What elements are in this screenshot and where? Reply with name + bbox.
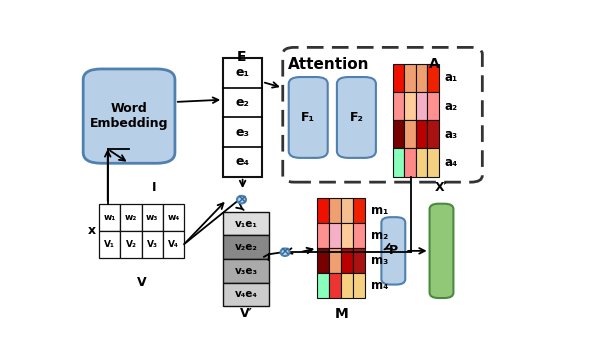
Text: w₄: w₄: [168, 213, 179, 222]
Bar: [223, 235, 269, 259]
Bar: [317, 198, 329, 223]
Bar: [163, 231, 184, 258]
Bar: [141, 231, 163, 258]
Text: M: M: [334, 307, 348, 321]
Text: m₃: m₃: [371, 254, 388, 267]
Bar: [223, 282, 269, 306]
Text: w₃: w₃: [146, 213, 159, 222]
Text: ×: ×: [280, 246, 290, 259]
Text: V₁: V₁: [104, 240, 115, 248]
Text: e₄: e₄: [236, 155, 250, 168]
Bar: [427, 148, 439, 177]
Text: I: I: [152, 181, 156, 194]
Bar: [393, 92, 404, 120]
Text: m₂: m₂: [371, 229, 388, 242]
Text: m₁: m₁: [371, 204, 388, 217]
Text: ×: ×: [236, 193, 247, 206]
Bar: [416, 92, 427, 120]
Bar: [163, 204, 184, 231]
Bar: [341, 198, 353, 223]
Bar: [404, 120, 416, 148]
Ellipse shape: [281, 248, 289, 256]
Text: w₁: w₁: [104, 213, 116, 222]
Bar: [404, 148, 416, 177]
Text: a₂: a₂: [444, 99, 458, 112]
FancyBboxPatch shape: [289, 77, 328, 158]
Bar: [341, 248, 353, 273]
Bar: [427, 120, 439, 148]
Bar: [329, 198, 341, 223]
FancyBboxPatch shape: [430, 204, 453, 298]
Text: F₁: F₁: [301, 111, 315, 124]
Text: P: P: [389, 244, 398, 257]
Bar: [341, 273, 353, 298]
Text: Word
Embedding: Word Embedding: [90, 102, 168, 130]
Text: V₂: V₂: [126, 240, 137, 248]
Bar: [329, 223, 341, 248]
Bar: [416, 64, 427, 92]
Bar: [120, 231, 141, 258]
Bar: [317, 273, 329, 298]
Bar: [427, 64, 439, 92]
Text: V₃: V₃: [147, 240, 158, 248]
Text: a₃: a₃: [444, 128, 458, 141]
Text: v₃e₃: v₃e₃: [234, 266, 258, 276]
Text: V′: V′: [240, 307, 252, 321]
Bar: [353, 198, 365, 223]
FancyBboxPatch shape: [337, 77, 376, 158]
Text: m₄: m₄: [371, 279, 388, 292]
Text: V₄: V₄: [168, 240, 179, 248]
Bar: [341, 223, 353, 248]
Bar: [223, 259, 269, 282]
Bar: [404, 64, 416, 92]
Bar: [141, 204, 163, 231]
Bar: [353, 273, 365, 298]
Text: a₁: a₁: [444, 71, 458, 84]
Bar: [427, 92, 439, 120]
Text: w₂: w₂: [125, 213, 137, 222]
Bar: [317, 223, 329, 248]
Bar: [223, 212, 269, 235]
Text: F₂: F₂: [349, 111, 363, 124]
Bar: [99, 204, 120, 231]
Text: A: A: [429, 57, 439, 71]
Text: V: V: [137, 276, 147, 289]
Text: e₃: e₃: [236, 126, 250, 139]
Bar: [329, 248, 341, 273]
Bar: [317, 248, 329, 273]
Text: E: E: [237, 50, 246, 64]
Bar: [120, 204, 141, 231]
Bar: [353, 248, 365, 273]
FancyBboxPatch shape: [83, 69, 175, 163]
Text: x: x: [88, 224, 95, 237]
Bar: [99, 231, 120, 258]
Text: Attention: Attention: [288, 57, 369, 72]
Ellipse shape: [237, 196, 246, 203]
FancyBboxPatch shape: [381, 217, 406, 285]
Text: v₂e₂: v₂e₂: [234, 242, 258, 252]
Text: v₄e₄: v₄e₄: [234, 289, 258, 299]
Text: X′: X′: [435, 181, 448, 194]
Text: a₄: a₄: [444, 156, 458, 169]
Bar: [416, 148, 427, 177]
Bar: [329, 273, 341, 298]
Text: e₁: e₁: [236, 66, 250, 79]
Bar: [404, 92, 416, 120]
Bar: [393, 120, 404, 148]
Bar: [416, 120, 427, 148]
Bar: [393, 64, 404, 92]
Bar: [353, 223, 365, 248]
Text: e₂: e₂: [236, 96, 250, 109]
Bar: [393, 148, 404, 177]
Text: v₁e₁: v₁e₁: [234, 219, 258, 229]
Bar: [223, 58, 262, 177]
